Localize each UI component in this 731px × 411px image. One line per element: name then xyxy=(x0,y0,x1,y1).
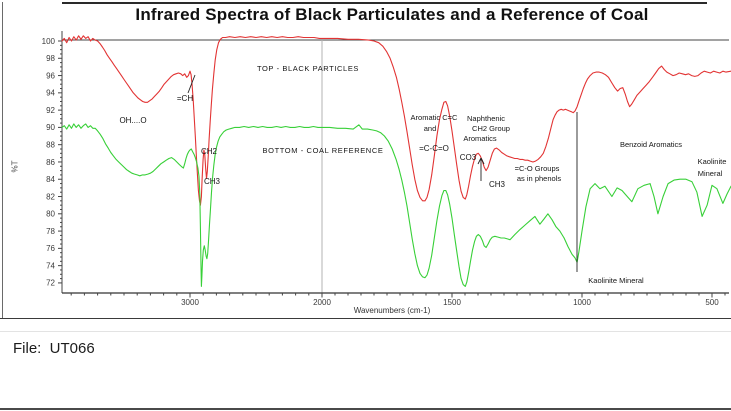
co3-arrow-head-left xyxy=(477,157,482,165)
y-tick-label: 72 xyxy=(46,279,55,288)
co3-label: CO3 xyxy=(460,153,477,162)
y-axis-label: %T xyxy=(10,160,20,173)
ch-label: =CH xyxy=(177,94,193,103)
y-tick-label: 94 xyxy=(46,89,55,98)
y-tick-label: 90 xyxy=(46,123,55,132)
chart-bottom-separator xyxy=(0,318,731,319)
y-tick-label: 88 xyxy=(46,140,55,149)
benzoid-aromatics-label: Benzoid Aromatics xyxy=(620,140,682,149)
x-tick-label: 3000 xyxy=(181,298,199,307)
bottom-series-label: BOTTOM - COAL REFERENCE xyxy=(263,146,384,155)
co-groups-label: =C-O Groups xyxy=(515,164,560,173)
kaolinite-bottom-label: Kaolinite Mineral xyxy=(588,276,644,285)
y-tick-label: 78 xyxy=(46,227,55,236)
top-series-label: TOP - BLACK PARTICLES xyxy=(257,64,359,73)
figure-top-border xyxy=(62,2,707,4)
chart-bottom-separator-light xyxy=(0,331,731,332)
file-name-label: File: UT066 xyxy=(13,340,95,357)
aromatic-cc-label: Aromatic C=C xyxy=(411,113,458,122)
ch3-left-label: CH3 xyxy=(204,177,221,186)
page-bottom-edge xyxy=(0,408,731,410)
x-tick-label: 2000 xyxy=(313,298,331,307)
naphthenic-label: Naphthenic xyxy=(467,114,505,123)
x-tick-label: 1500 xyxy=(443,298,461,307)
ch3-right-label: CH3 xyxy=(489,180,506,189)
aromatics-label: Aromatics xyxy=(463,134,497,143)
kaolinite-right-label-2: Mineral xyxy=(698,169,723,178)
ch2-group-label: CH2 Group xyxy=(472,124,510,133)
phenols-label: as in phenols xyxy=(517,174,561,183)
y-tick-label: 100 xyxy=(42,37,56,46)
y-tick-label: 80 xyxy=(46,210,55,219)
y-tick-label: 84 xyxy=(46,175,55,184)
co3-arrow-head-right xyxy=(480,157,485,165)
oh-o-label: OH....O xyxy=(119,116,146,125)
and-label: and xyxy=(424,124,437,133)
x-tick-label: 1000 xyxy=(573,298,591,307)
kaolinite-right-label-1: Kaolinite xyxy=(698,157,727,166)
y-tick-label: 96 xyxy=(46,71,55,80)
y-tick-label: 82 xyxy=(46,192,55,201)
y-tick-label: 76 xyxy=(46,244,55,253)
x-axis-label: Wavenumbers (cm-1) xyxy=(353,306,431,315)
ch-callout-line xyxy=(187,74,196,94)
cco-label: =C-C=O xyxy=(419,144,449,153)
spectrum-black-particulates xyxy=(61,35,731,206)
x-tick-label: 500 xyxy=(705,298,719,307)
chart-title: Infrared Spectra of Black Particulates a… xyxy=(135,5,649,24)
spectrum-coal-reference xyxy=(61,123,731,287)
y-tick-label: 74 xyxy=(46,261,55,270)
ch2-left-label: CH2 xyxy=(201,147,218,156)
y-tick-label: 92 xyxy=(46,106,55,115)
y-tick-label: 98 xyxy=(46,54,55,63)
y-tick-label: 86 xyxy=(46,158,55,167)
figure-left-border xyxy=(2,2,3,318)
